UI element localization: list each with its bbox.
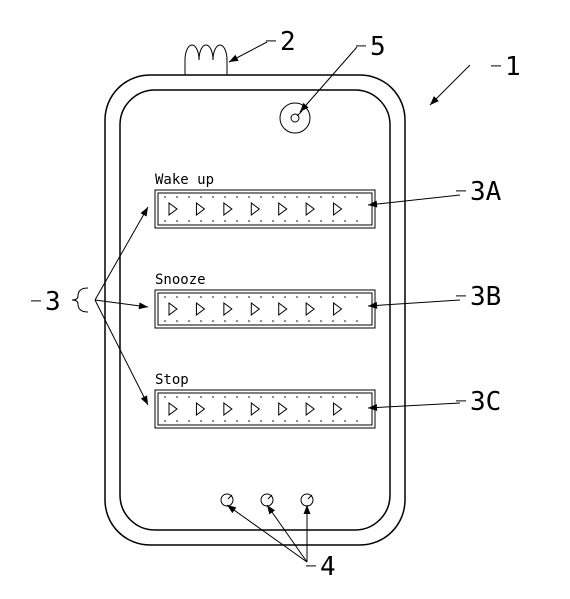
diagram-svg: Wake up Snooze Stop 1 2 5 3A 3B 3C 3 4 [0, 0, 570, 599]
strip-label: Snooze [155, 272, 206, 288]
callout-3A: 3A [470, 177, 502, 207]
callout-5: 5 [370, 32, 386, 62]
strip-label: Stop [155, 372, 189, 388]
callout-2: 2 [280, 27, 296, 57]
callout-3B: 3B [470, 282, 501, 312]
callout-1: 1 [505, 52, 521, 82]
callout-3C: 3C [470, 387, 501, 417]
strip-label: Wake up [155, 172, 214, 188]
callout-3: 3 [45, 287, 61, 317]
callout-4: 4 [320, 552, 336, 582]
